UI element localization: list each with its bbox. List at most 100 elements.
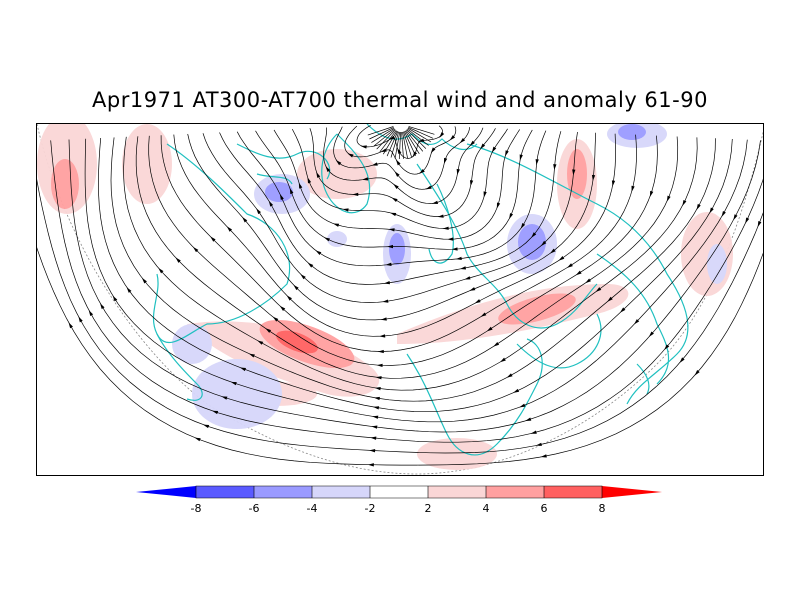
streamline xyxy=(135,136,679,379)
streamline-arrow xyxy=(447,237,454,241)
colorbar-tick-label: -8 xyxy=(190,502,202,515)
streamline xyxy=(408,126,435,135)
streamline-arrow xyxy=(286,295,292,301)
streamline-arrow xyxy=(379,334,386,338)
streamline xyxy=(291,128,508,229)
streamline xyxy=(123,136,698,391)
coastline-greenland xyxy=(321,133,371,214)
streamline xyxy=(173,133,616,337)
streamline-arrow xyxy=(68,322,73,329)
streamline-arrow xyxy=(230,381,237,386)
streamline-arrow xyxy=(293,284,299,291)
positive-anomaly-region xyxy=(297,149,377,199)
streamline-arrow xyxy=(112,295,118,302)
streamline-arrow xyxy=(226,226,233,232)
streamline-arrow xyxy=(505,150,509,157)
streamline-arrow xyxy=(377,349,384,354)
positive-anomaly-region xyxy=(498,293,576,325)
streamline-arrow xyxy=(307,177,312,184)
streamline xyxy=(219,131,562,285)
streamline xyxy=(323,127,484,204)
streamline-arrow xyxy=(757,221,762,228)
streamline xyxy=(202,131,578,303)
coastline-africa xyxy=(406,338,543,456)
streamline-arrow xyxy=(383,281,390,285)
streamline-arrow xyxy=(443,157,448,165)
streamline-arrow xyxy=(519,154,523,161)
colorbar-swatch-6-8 xyxy=(544,486,602,498)
streamline-arrow xyxy=(483,191,487,198)
streamline xyxy=(369,127,394,140)
streamline-arrow xyxy=(194,437,201,442)
streamline xyxy=(406,129,427,149)
streamline xyxy=(401,131,404,159)
streamline-arrow xyxy=(88,310,94,317)
streamline-arrow xyxy=(679,357,685,363)
positive-anomaly-region xyxy=(122,124,172,204)
streamline-arrow xyxy=(325,166,331,172)
streamline-arrow xyxy=(666,195,671,202)
coastline-gulf xyxy=(156,333,203,401)
streamline xyxy=(376,129,396,150)
streamline xyxy=(333,126,470,190)
streamline xyxy=(404,130,420,154)
negative-anomaly-region xyxy=(192,359,282,429)
streamline-arrow xyxy=(175,257,181,263)
streamline-arrow xyxy=(499,357,506,363)
streamline-arrow xyxy=(347,153,354,158)
streamline-arrow xyxy=(126,287,132,293)
streamline-arrow xyxy=(376,363,383,368)
streamline-arrow xyxy=(631,185,635,192)
map-canvas xyxy=(37,124,763,475)
colorbar-above-max xyxy=(602,486,662,498)
streamline xyxy=(309,128,496,217)
streamline-arrow xyxy=(221,396,228,400)
coastline-east-asia xyxy=(596,253,670,395)
streamline-arrows xyxy=(68,132,762,467)
streamline-arrow xyxy=(360,145,367,149)
streamline-arrow xyxy=(520,223,526,229)
streamline-arrow xyxy=(496,202,501,209)
streamline-arrow xyxy=(335,160,342,166)
streamline-arrow xyxy=(451,247,458,251)
colorbar-swatch-2-4 xyxy=(428,486,486,498)
streamline-arrow xyxy=(393,183,399,189)
colorbar-below-min xyxy=(136,486,196,498)
streamline-arrow xyxy=(480,143,486,150)
colorbar-swatch-neg4-neg2 xyxy=(312,486,370,498)
streamline-arrow xyxy=(385,262,392,266)
streamline-arrow xyxy=(78,316,83,323)
streamline-arrow xyxy=(412,151,418,158)
anomaly-shading xyxy=(37,124,733,470)
streamline xyxy=(160,134,637,352)
streamline-arrow xyxy=(395,159,401,166)
streamline-arrow xyxy=(509,213,514,220)
streamline-arrow xyxy=(397,148,402,155)
streamline-arrow xyxy=(316,171,321,178)
streamline-arrow xyxy=(519,403,526,408)
streamline-arrow xyxy=(388,135,395,140)
positive-anomaly-region xyxy=(567,149,587,199)
streamline-arrow xyxy=(491,146,497,153)
streamline xyxy=(68,139,761,433)
streamline-arrow xyxy=(437,214,444,218)
streamline-arrow xyxy=(242,216,248,223)
streamline-arrow xyxy=(419,168,425,174)
streamline-arrow xyxy=(394,171,400,177)
streamline xyxy=(394,131,401,159)
positive-anomaly-region xyxy=(417,438,497,470)
streamline-arrow xyxy=(248,353,255,358)
streamline-arrow xyxy=(332,223,340,227)
negative-anomaly-region xyxy=(707,244,727,284)
streamline-arrow xyxy=(387,244,394,249)
streamline xyxy=(373,128,396,147)
hemisphere-boundary xyxy=(37,124,763,475)
streamline xyxy=(390,131,400,158)
colorbar-swatch-4-6 xyxy=(486,486,544,498)
streamline xyxy=(379,130,397,153)
positive-anomaly-region xyxy=(276,330,318,354)
streamline-arrow xyxy=(696,203,701,210)
streamline-arrow xyxy=(211,410,219,415)
negative-anomaly-region xyxy=(389,233,405,265)
streamline-arrow xyxy=(256,208,261,215)
